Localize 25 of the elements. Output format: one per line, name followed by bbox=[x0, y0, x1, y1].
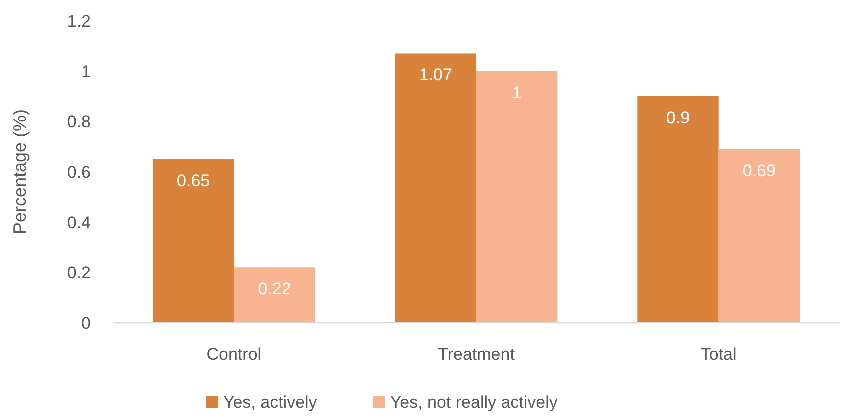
y-tick-label: 0.2 bbox=[67, 264, 91, 283]
data-label: 1 bbox=[512, 83, 522, 102]
data-label: 0.65 bbox=[177, 171, 210, 190]
y-axis-title: Percentage (%) bbox=[10, 109, 30, 235]
legend-label: Yes, not really actively bbox=[390, 393, 558, 412]
y-tick-label: 0.6 bbox=[67, 162, 91, 182]
y-tick-label: 0.8 bbox=[67, 112, 91, 132]
bar bbox=[152, 159, 234, 323]
x-tick-label: Total bbox=[700, 345, 737, 364]
data-label: 0.9 bbox=[666, 108, 690, 128]
y-tick-label: 1.2 bbox=[67, 12, 91, 31]
y-tick-label: 0.4 bbox=[67, 213, 91, 232]
y-tick-label: 0 bbox=[82, 314, 91, 333]
bar bbox=[395, 54, 476, 323]
bar bbox=[234, 268, 316, 323]
y-tick-label: 1 bbox=[82, 62, 91, 82]
x-tick-label: Treatment bbox=[438, 345, 516, 364]
data-label: 1.07 bbox=[419, 66, 452, 85]
data-label: 0.69 bbox=[742, 161, 776, 180]
bar bbox=[638, 96, 719, 323]
x-tick-label: Control bbox=[206, 345, 262, 364]
bar bbox=[718, 149, 800, 323]
bar bbox=[476, 71, 558, 323]
legend-label: Yes, actively bbox=[223, 393, 318, 412]
data-label: 0.22 bbox=[258, 280, 292, 299]
